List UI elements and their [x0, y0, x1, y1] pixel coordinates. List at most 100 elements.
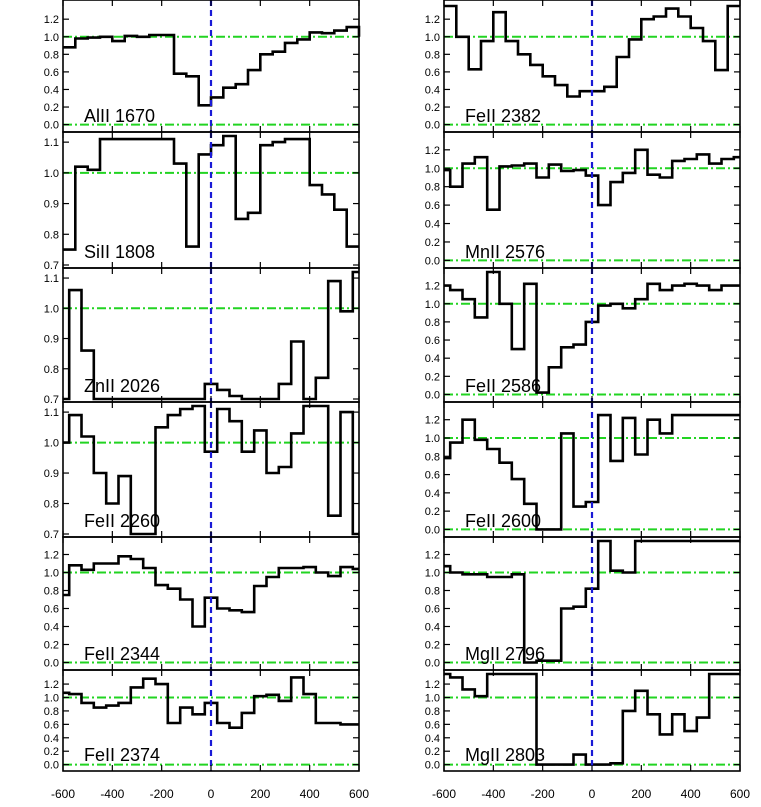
y-tick-label: 1.0 [425, 693, 440, 705]
y-tick-label: 0.0 [425, 389, 440, 401]
y-tick-label: 0.7 [44, 260, 59, 272]
x-tick-label: -200 [531, 787, 555, 801]
y-tick-label: 0.7 [44, 394, 59, 406]
panel-feii-2600: 1.2 1.0 0.8 0.6 0.4 0.2 0.0 FeII 2600 [425, 401, 741, 538]
ion-label: MgII 2796 [465, 644, 545, 664]
y-tick-label: 0.2 [425, 746, 440, 758]
y-tick-label: 0.6 [425, 470, 440, 482]
y-tick-label: 0.4 [425, 733, 440, 745]
y-tick-label: 1.1 [44, 407, 59, 419]
x-tick-label: 400 [300, 787, 320, 801]
x-tick-label: 600 [349, 787, 369, 801]
y-tick-label: 0.0 [44, 120, 59, 132]
y-tick-label: 0.0 [425, 255, 440, 267]
panel-siii-1808: 1.1 1.0 0.9 0.8 0.7 SiII 1808 [44, 131, 360, 272]
y-tick-label: 0.4 [425, 84, 440, 96]
x-tick-label: 0 [208, 787, 215, 801]
x-tick-label: -600 [432, 787, 456, 801]
flux-step-line [444, 413, 740, 531]
panel-znii-2026: 1.1 1.0 0.9 0.8 0.7 ZnII 2026 [44, 267, 360, 406]
y-tick-label: 0.4 [44, 84, 59, 96]
panel-feii-2260: 1.1 1.0 0.9 0.8 0.7 FeII 2260 [44, 401, 360, 541]
panel-mgii-2796: 1.2 1.0 0.8 0.6 0.4 0.2 0.0 MgII 2796 [425, 536, 741, 671]
panel-feii-2586: 1.2 1.0 0.8 0.6 0.4 0.2 0.0 FeII 2586 [425, 267, 741, 403]
y-tick-label: 0.4 [425, 488, 440, 500]
y-tick-label: 0.2 [44, 102, 59, 114]
x-tick-label: -400 [481, 787, 505, 801]
ion-label: FeII 2260 [84, 511, 160, 531]
y-tick-label: 0.6 [425, 67, 440, 79]
y-tick-label: 1.1 [44, 273, 59, 285]
y-tick-label: 0.8 [44, 364, 59, 376]
y-tick-label: 1.2 [425, 14, 440, 26]
y-tick-label: 0.0 [425, 658, 440, 670]
y-tick-label: 0.2 [425, 640, 440, 652]
y-tick-label: 0.0 [425, 120, 440, 132]
y-tick-label: 1.0 [425, 32, 440, 44]
panel-feii-2374: 1.2 1.00.80.6 0.40.2 0.0 FeII 2374 [44, 669, 360, 772]
y-tick-label: 1.2 [425, 550, 440, 562]
y-tick-label: 1.2 [425, 281, 440, 293]
y-tick-label: 0.4 [44, 733, 59, 745]
x-tick-label: 600 [730, 787, 750, 801]
ion-label: FeII 2600 [465, 511, 541, 531]
y-tick-label: 0.2 [425, 371, 440, 383]
ion-label: FeII 2586 [465, 376, 541, 396]
y-tick-label: 0.4 [44, 622, 59, 634]
y-tick-label: 0.2 [44, 640, 59, 652]
ion-label: FeII 2382 [465, 106, 541, 126]
ion-label: SiII 1808 [84, 242, 155, 262]
y-tick-label: 0.6 [44, 604, 59, 616]
ion-label: ZnII 2026 [84, 376, 160, 396]
ion-label: MnII 2576 [465, 242, 545, 262]
x-tick-label: -400 [100, 787, 124, 801]
y-tick-label: 0.7 [44, 529, 59, 541]
panel-mnii-2576: 1.2 1.0 0.8 0.6 0.4 0.2 0.0 MnII 2576 [425, 131, 741, 269]
y-tick-label: 1.1 [44, 137, 59, 149]
y-tick-label: 0.4 [425, 353, 440, 365]
panel-feii-2344: 1.2 1.0 0.8 0.6 0.4 0.2 0.0 FeII 2344 [44, 536, 360, 671]
y-tick-label: 0.8 [425, 451, 440, 463]
y-tick-label: 0.0 [44, 658, 59, 670]
ion-label: AlII 1670 [84, 106, 155, 126]
x-tick-label: 400 [681, 787, 701, 801]
y-tick-label: 1.0 [44, 568, 59, 580]
y-tick-label: 1.0 [44, 438, 59, 450]
x-tick-label: -200 [150, 787, 174, 801]
y-tick-label: 0.6 [425, 604, 440, 616]
x-tick-label: 200 [250, 787, 270, 801]
y-tick-label: 0.2 [425, 102, 440, 114]
y-tick-label: 0.8 [425, 317, 440, 329]
flux-step-line [63, 404, 359, 536]
y-tick-label: 0.6 [425, 719, 440, 731]
y-tick-label: 0.6 [44, 67, 59, 79]
y-tick-label: 1.0 [425, 163, 440, 175]
flux-step-line [444, 539, 740, 664]
y-tick-label: 1.0 [425, 568, 440, 580]
y-tick-label: 0.8 [44, 49, 59, 61]
y-tick-label: 0.4 [425, 622, 440, 634]
flux-step-line [444, 672, 740, 766]
y-tick-label: 0.9 [44, 468, 59, 480]
y-tick-label: 0.6 [425, 200, 440, 212]
y-tick-label: 1.0 [425, 299, 440, 311]
y-tick-label: 0.4 [425, 219, 440, 231]
y-tick-label: 1.2 [44, 550, 59, 562]
y-tick-label: 0.0 [44, 760, 59, 772]
y-tick-label: 0.8 [44, 586, 59, 598]
y-tick-label: 0.8 [425, 182, 440, 194]
ion-label: FeII 2344 [84, 644, 160, 664]
y-tick-label: 0.8 [425, 49, 440, 61]
panel-alii-1670: 1.2 1.0 0.8 0.6 0.4 0.2 0.0 AlII 1670 [44, 0, 361, 133]
flux-step-line [63, 676, 359, 729]
y-tick-label: 0.8 [44, 706, 59, 718]
y-tick-label: 1.2 [44, 679, 59, 691]
y-tick-label: 0.8 [44, 499, 59, 511]
flux-step-line [63, 270, 359, 401]
panel-feii-2382: 1.2 1.0 0.8 0.6 0.4 0.2 0.0 FeII 2382 [425, 0, 741, 133]
y-tick-label: 0.2 [425, 237, 440, 249]
y-tick-label: 0.0 [425, 760, 440, 772]
y-tick-label: 1.2 [44, 14, 59, 26]
y-tick-label: 1.2 [425, 679, 440, 691]
